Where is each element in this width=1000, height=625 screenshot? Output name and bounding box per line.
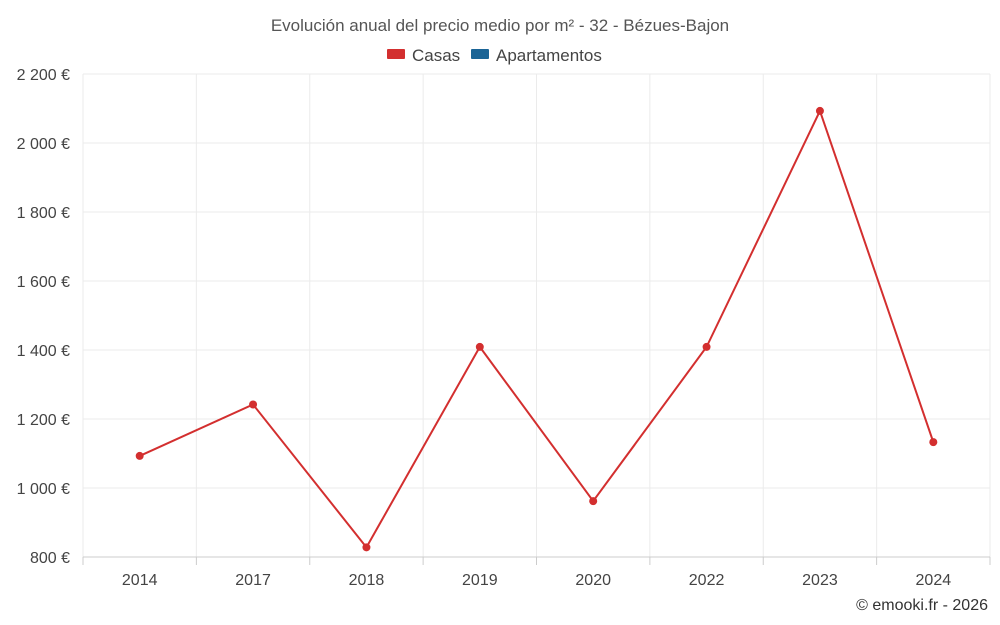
series-layer (135, 106, 938, 552)
y-tick-label: 1 000 € (17, 481, 70, 498)
legend-label-apartamentos[interactable]: Apartamentos (496, 46, 602, 65)
grid (82, 73, 991, 557)
y-tick-label: 2 200 € (17, 67, 70, 84)
data-point[interactable] (135, 451, 144, 460)
y-axis: 800 € 1 000 € 1 200 € 1 400 € 1 600 € 1 800 €… (17, 67, 70, 567)
data-point[interactable] (475, 342, 484, 351)
y-tick-label: 1 400 € (17, 343, 70, 360)
chart-title: Evolución anual del precio medio por m² … (271, 16, 729, 35)
series-line-casas (139, 108, 935, 550)
y-tick-label: 2 000 € (17, 136, 70, 153)
x-tick-label: 2023 (802, 572, 838, 589)
data-point[interactable] (702, 342, 711, 351)
y-tick-label: 1 200 € (17, 412, 70, 429)
x-tick-label: 2018 (349, 572, 385, 589)
y-tick-label: 1 600 € (17, 274, 70, 291)
data-point[interactable] (362, 543, 371, 552)
x-tick-label: 2022 (689, 572, 725, 589)
data-point[interactable] (249, 400, 258, 409)
y-tick-label: 800 € (30, 550, 70, 567)
x-tick-label: 2024 (916, 572, 952, 589)
legend: Casas Apartamentos (387, 46, 602, 65)
legend-label-casas[interactable]: Casas (412, 46, 460, 65)
y-tick-label: 1 800 € (17, 205, 70, 222)
credit-text: © emooki.fr - 2026 (856, 597, 988, 614)
legend-swatch-casas[interactable] (387, 49, 405, 59)
x-tick-label: 2014 (122, 572, 158, 589)
x-tick-label: 2019 (462, 572, 498, 589)
data-point[interactable] (589, 497, 598, 506)
legend-swatch-apartamentos[interactable] (471, 49, 489, 59)
data-point[interactable] (929, 438, 938, 447)
x-tick-label: 2017 (235, 572, 271, 589)
x-axis: 2014 2017 2018 2019 2020 2022 2023 2024 (82, 556, 991, 589)
x-tick-label: 2020 (575, 572, 611, 589)
data-point[interactable] (815, 106, 824, 115)
